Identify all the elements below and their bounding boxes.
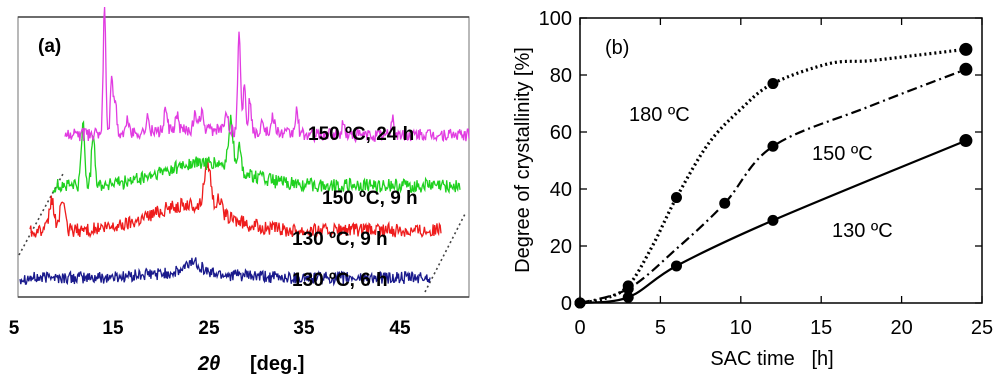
data-point [959,134,973,148]
data-point [767,140,779,152]
data-point [670,192,682,204]
data-point [622,283,634,295]
x-tick-label: 20 [890,317,912,339]
panel-a-xtick: 5 [9,318,20,339]
data-point [959,62,973,76]
panel-a-xtick: 35 [293,318,315,339]
xrd-series-label: 150 ºC, 24 h [308,124,414,145]
xrd-trace [19,257,431,287]
data-point [959,42,973,56]
data-point [670,260,682,272]
panel-a-xtick: 25 [198,318,220,339]
series-label-150: 150 ºC [812,143,873,165]
panel-b-ylabel: Degree of crystallinity [%] [512,47,534,273]
y-tick-label: 80 [550,65,572,87]
x-tick-label: 5 [655,317,666,339]
panel-a-xtick: 15 [102,318,124,339]
xrd-traces [19,6,470,287]
panel-a-x-ticks: 5 15 25 35 45 [9,318,411,339]
x-tick-label: 0 [574,317,585,339]
xrd-series-label: 130 ºC, 9 h [292,229,388,250]
series-line [579,47,967,305]
y-tick-label: 60 [550,122,572,144]
panel-b-tick-labels: 0 5 10 15 20 25 0 20 40 60 80 100 [539,8,994,339]
panel-a-xrd-patterns: (a) 150 ºC, 24 h 150 ºC, 9 h 130 ºC, 9 h… [9,6,470,375]
series-line [579,68,967,305]
panel-a-xlabel-symbol: 2θ [197,353,220,375]
y-tick-label: 0 [561,293,572,315]
panel-a-xlabel-unit: [deg.] [250,353,304,375]
panel-a-right-guide [424,211,467,293]
panel-a-left-guide [18,171,65,256]
xrd-series-label: 130 ºC, 6 h [292,270,388,291]
y-tick-label: 20 [550,236,572,258]
x-tick-label: 10 [730,317,752,339]
panel-b-markers [574,42,973,309]
panel-b-plot-frame [579,17,983,304]
data-point [719,197,731,209]
xrd-trace [64,6,470,144]
y-tick-label: 100 [539,8,572,30]
xrd-trace [29,158,442,239]
xrd-trace [52,114,461,195]
y-tick-label: 40 [550,179,572,201]
series-label-180: 180 ºC [629,104,690,126]
data-point [574,297,586,309]
panel-b-xlabel: SAC time [h] [710,348,833,370]
data-point [767,214,779,226]
data-point [622,291,634,303]
xrd-series-label: 150 ºC, 9 h [322,188,418,209]
panel-a-label: (a) [38,36,61,57]
series-label-130: 130 ºC [832,220,893,242]
panel-a-xtick: 45 [389,318,411,339]
panel-b-crystallinity-plot: 0 5 10 15 20 25 0 20 40 60 80 100 (b) 180 ºC 150 ºC… [512,8,993,370]
data-point [767,78,779,90]
x-tick-label: 15 [810,317,832,339]
panel-b-label: (b) [605,37,629,59]
x-tick-label: 25 [971,317,993,339]
panel-b-ticks [579,17,983,304]
